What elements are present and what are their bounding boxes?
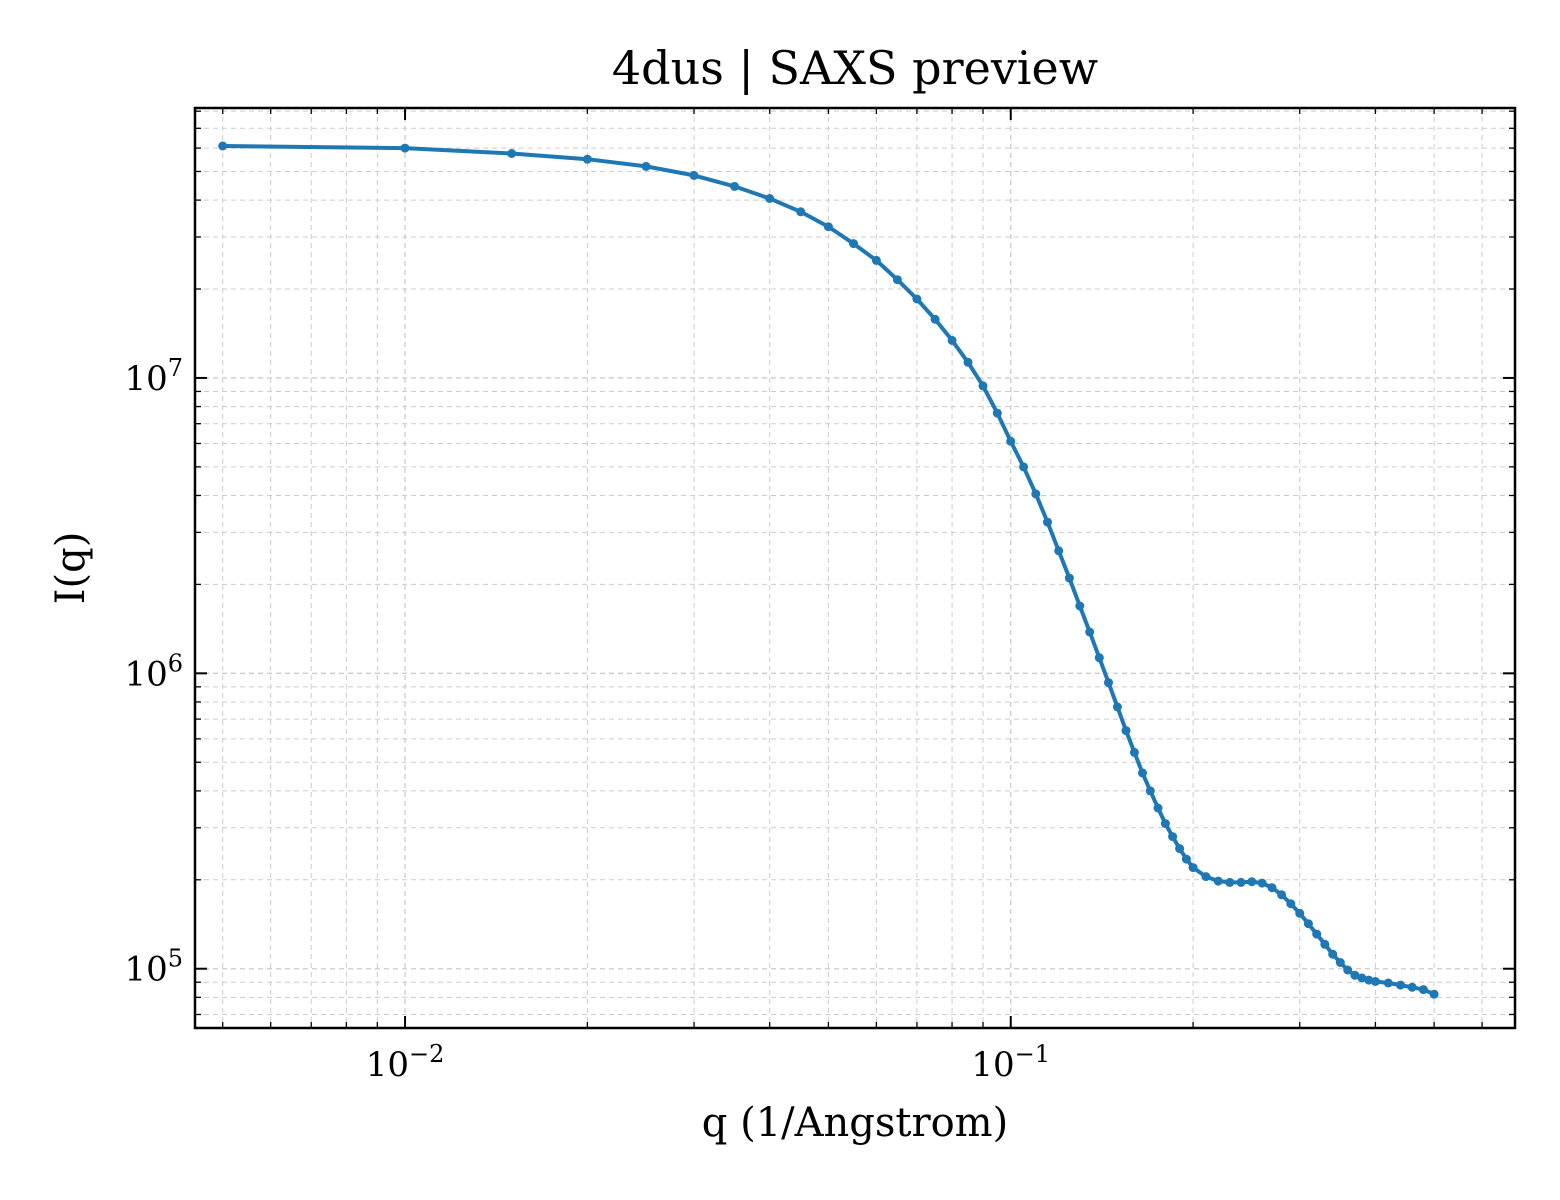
data-point xyxy=(507,149,517,158)
data-point xyxy=(1160,819,1170,829)
y-tick-label: 107 xyxy=(124,354,183,399)
x-axis-label: q (1/Angstrom) xyxy=(702,1100,1008,1146)
data-point xyxy=(1064,573,1074,583)
data-point xyxy=(1075,601,1085,611)
grid xyxy=(195,108,1515,1028)
data-point xyxy=(1295,908,1305,918)
data-point xyxy=(1168,832,1178,842)
data-point xyxy=(1225,877,1235,887)
data-point xyxy=(1407,982,1417,992)
data-point xyxy=(730,181,740,191)
data-point xyxy=(849,239,858,249)
ticks xyxy=(195,108,1515,1028)
data-point xyxy=(1335,958,1345,967)
data-point xyxy=(400,143,410,153)
data-point xyxy=(1303,919,1313,929)
data-point xyxy=(1043,517,1052,527)
data-point xyxy=(1350,970,1360,980)
data-point xyxy=(1418,985,1428,995)
data-point xyxy=(1175,844,1185,854)
data-point xyxy=(1213,876,1223,886)
data-point xyxy=(1370,977,1380,986)
data-point xyxy=(1286,899,1296,909)
data-point xyxy=(1383,978,1393,988)
data-point xyxy=(1343,965,1353,975)
data-point xyxy=(1054,546,1064,556)
data-point xyxy=(582,154,592,164)
data-point xyxy=(689,170,699,180)
data-point xyxy=(1121,726,1131,736)
data-point xyxy=(1181,854,1191,864)
data-point xyxy=(1188,863,1198,873)
data-point xyxy=(1112,702,1122,712)
data-point xyxy=(912,294,922,304)
data-point xyxy=(1257,878,1267,888)
data-point xyxy=(1138,768,1147,778)
chart-title: 4dus | SAXS preview xyxy=(612,41,1098,95)
data-point xyxy=(1328,949,1338,959)
data-point xyxy=(871,255,881,265)
y-axis-label: I(q) xyxy=(48,532,94,605)
data-point xyxy=(823,222,833,232)
data-point xyxy=(1085,627,1095,637)
data-point xyxy=(765,194,775,203)
series-layer xyxy=(218,141,1439,999)
data-point xyxy=(1312,929,1322,939)
x-tick-label: 10−1 xyxy=(971,1040,1050,1085)
data-point xyxy=(796,207,806,217)
data-point xyxy=(1201,872,1211,882)
data-point xyxy=(1396,980,1405,990)
tick-labels: 10−2 10−1 105 106 107 xyxy=(124,354,1050,1085)
plot-frame xyxy=(193,106,1517,1030)
y-tick-label: 106 xyxy=(124,649,183,694)
data-point xyxy=(1006,436,1016,446)
y-tick-label: 105 xyxy=(124,945,183,990)
data-point xyxy=(1267,883,1277,893)
data-point xyxy=(1031,489,1041,499)
data-point xyxy=(1019,462,1029,472)
x-tick-label: 10−2 xyxy=(366,1040,445,1085)
data-point xyxy=(992,408,1002,418)
data-point xyxy=(1104,678,1113,688)
data-point xyxy=(892,275,902,285)
data-point xyxy=(1129,747,1139,757)
data-point xyxy=(978,381,988,391)
data-point xyxy=(1277,890,1287,900)
data-point xyxy=(947,335,957,345)
data-point xyxy=(1236,877,1246,887)
data-point xyxy=(1320,939,1330,949)
data-point xyxy=(1429,989,1439,999)
data-point xyxy=(218,141,228,151)
data-point xyxy=(1247,877,1257,887)
data-point xyxy=(1357,973,1367,983)
data-point xyxy=(930,314,940,324)
data-point xyxy=(1094,653,1104,663)
data-point xyxy=(1153,803,1163,813)
data-point xyxy=(641,161,651,171)
data-point xyxy=(963,357,973,367)
data-point xyxy=(1145,786,1155,796)
